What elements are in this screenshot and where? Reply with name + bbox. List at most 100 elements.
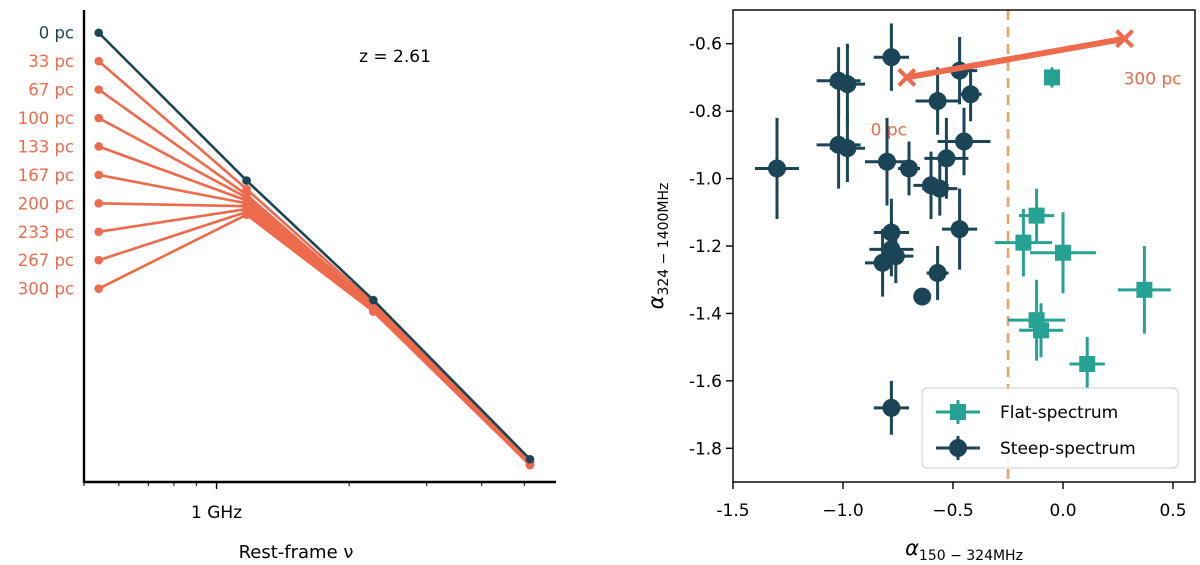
right-x-tick-label: -1.5 <box>716 501 749 521</box>
right-x-axis-label: α150 − 324MHz <box>905 536 1023 564</box>
track-start-label: 0 pc <box>871 120 907 140</box>
right-y-tick-label: -0.6 <box>689 35 722 55</box>
series-label-267-pc: 267 pc <box>18 251 74 270</box>
flat-spectrum-point-0 <box>1044 67 1060 88</box>
right-x-tick-label: −1.0 <box>822 501 863 521</box>
point-33-pc-0 <box>94 56 104 66</box>
right-y-tick-label: -1.8 <box>689 439 722 459</box>
steep-spectrum-point-4 <box>959 67 982 122</box>
line-233-pc <box>98 207 531 466</box>
steep-spectrum-point-10 <box>865 117 909 206</box>
line-67-pc <box>97 88 531 464</box>
evolution-track: 0 pc 300 pc <box>871 29 1182 140</box>
legend-label: Steep-spectrum <box>1000 439 1136 459</box>
track-end-x-marker <box>1115 29 1135 49</box>
point-0-pc-3 <box>525 454 535 464</box>
steep-spectrum-point-2 <box>829 43 865 125</box>
right-y-tick-label: -0.8 <box>689 102 722 122</box>
steep-spectrum-point-19 <box>865 229 901 297</box>
left-x-tick-label: 1 GHz <box>191 503 242 523</box>
left-series-labels: 0 pc 33 pc 67 pc 100 pc 133 pc 167 pc 200 pc 23… <box>18 24 74 299</box>
point-133-pc-0 <box>94 142 104 151</box>
square-marker <box>1015 234 1032 251</box>
steep-spectrum-point-12 <box>898 141 920 196</box>
steep-spectrum-point-11 <box>755 117 799 220</box>
steep-spectrum-point-7 <box>829 114 865 182</box>
right-x-ticks: -1.5 −1.0 −0.5 0.0 0.5 <box>716 482 1187 521</box>
circle-marker <box>928 263 947 282</box>
legend: Flat-spectrum Steep-spectrum <box>921 387 1179 469</box>
square-marker <box>1079 356 1096 372</box>
series-label-100-pc: 100 pc <box>18 109 74 128</box>
legend-box <box>921 387 1179 469</box>
flat-spectrum-point-4 <box>1008 279 1066 361</box>
series-label-200-pc: 200 pc <box>18 194 74 213</box>
scatter-points <box>755 23 1171 435</box>
circle-marker <box>878 152 896 171</box>
square-marker <box>1033 322 1049 339</box>
right-y-tick-label: -1.0 <box>689 170 722 190</box>
legend-item-steep-spectrum: Steep-spectrum <box>936 436 1136 460</box>
right-y-axis-label: α324 − 1400MHz <box>644 183 672 310</box>
left-chart-panel: 0 pc 33 pc 67 pc 100 pc 133 pc 167 pc 200 pc 23… <box>18 10 556 563</box>
steep-spectrum-point-0 <box>873 23 909 91</box>
point-0-pc-1 <box>242 176 251 185</box>
line-200-pc <box>98 202 531 466</box>
right-y-tick-label: -1.2 <box>689 237 722 257</box>
right-y-tick-label: -1.4 <box>689 304 722 324</box>
steep-spectrum-point-22 <box>873 380 909 435</box>
circle-marker <box>838 139 857 158</box>
flat-spectrum-point-7 <box>1069 337 1105 391</box>
square-marker <box>1044 69 1060 86</box>
series-label-233-pc: 233 pc <box>18 223 74 242</box>
redshift-annotation: z = 2.61 <box>359 47 431 67</box>
point-67-pc-0 <box>94 85 104 94</box>
series-label-300-pc: 300 pc <box>18 280 74 299</box>
point-167-pc-0 <box>94 170 104 180</box>
square-marker <box>1136 281 1153 298</box>
circle-marker <box>955 132 973 151</box>
circle-marker <box>950 220 969 239</box>
circle-marker <box>873 253 892 272</box>
flat-spectrum-point-5 <box>1019 303 1063 358</box>
point-0-pc-2 <box>369 295 378 305</box>
flat-spectrum-point-2 <box>994 208 1052 277</box>
right-chart-panel: 0 pc 300 pc -1.5 −1.0 −0.5 0.0 0.5 -0.6 -0.8 -1… <box>644 9 1196 564</box>
series-label-133-pc: 133 pc <box>18 137 74 156</box>
steep-spectrum-point-20 <box>926 246 949 300</box>
track-line <box>903 35 1128 81</box>
track-end-label: 300 pc <box>1124 70 1182 90</box>
circle-marker <box>961 85 980 104</box>
steep-spectrum-point-21 <box>913 287 932 306</box>
right-x-tick-label: 0.0 <box>1049 501 1076 521</box>
square-marker <box>1028 207 1045 224</box>
circle-marker <box>882 398 901 417</box>
series-label-33-pc: 33 pc <box>28 52 74 71</box>
point-33-pc-1 <box>242 184 251 194</box>
line-133-pc <box>98 145 531 464</box>
point-233-pc-0 <box>94 227 104 237</box>
line-300-pc <box>98 213 531 466</box>
steep-spectrum-point-5 <box>915 67 960 135</box>
circle-marker <box>838 75 857 94</box>
track-start-x-marker <box>897 68 917 87</box>
right-y-ticks: -0.6 -0.8 -1.0 -1.2 -1.4 -1.6 -1.8 <box>689 35 733 459</box>
line-0-pc <box>97 31 531 461</box>
point-200-pc-0 <box>94 199 104 208</box>
point-267-pc-0 <box>94 255 104 265</box>
series-label-0-pc: 0 pc <box>39 24 74 43</box>
circle-marker <box>900 159 918 178</box>
circle-marker <box>930 179 949 198</box>
point-300-pc-0 <box>94 284 104 293</box>
legend-square-marker <box>950 404 966 420</box>
left-x-axis-label: Rest-frame ν <box>239 542 354 563</box>
circle-marker <box>928 92 947 111</box>
right-x-tick-label: −0.5 <box>932 501 973 521</box>
series-label-167-pc: 167 pc <box>18 166 74 185</box>
square-marker <box>1055 244 1071 261</box>
line-167-pc <box>98 173 531 464</box>
series-label-67-pc: 67 pc <box>28 81 74 100</box>
steep-spectrum-point-15 <box>942 188 978 270</box>
legend-item-flat-spectrum: Flat-spectrum <box>936 400 1118 424</box>
